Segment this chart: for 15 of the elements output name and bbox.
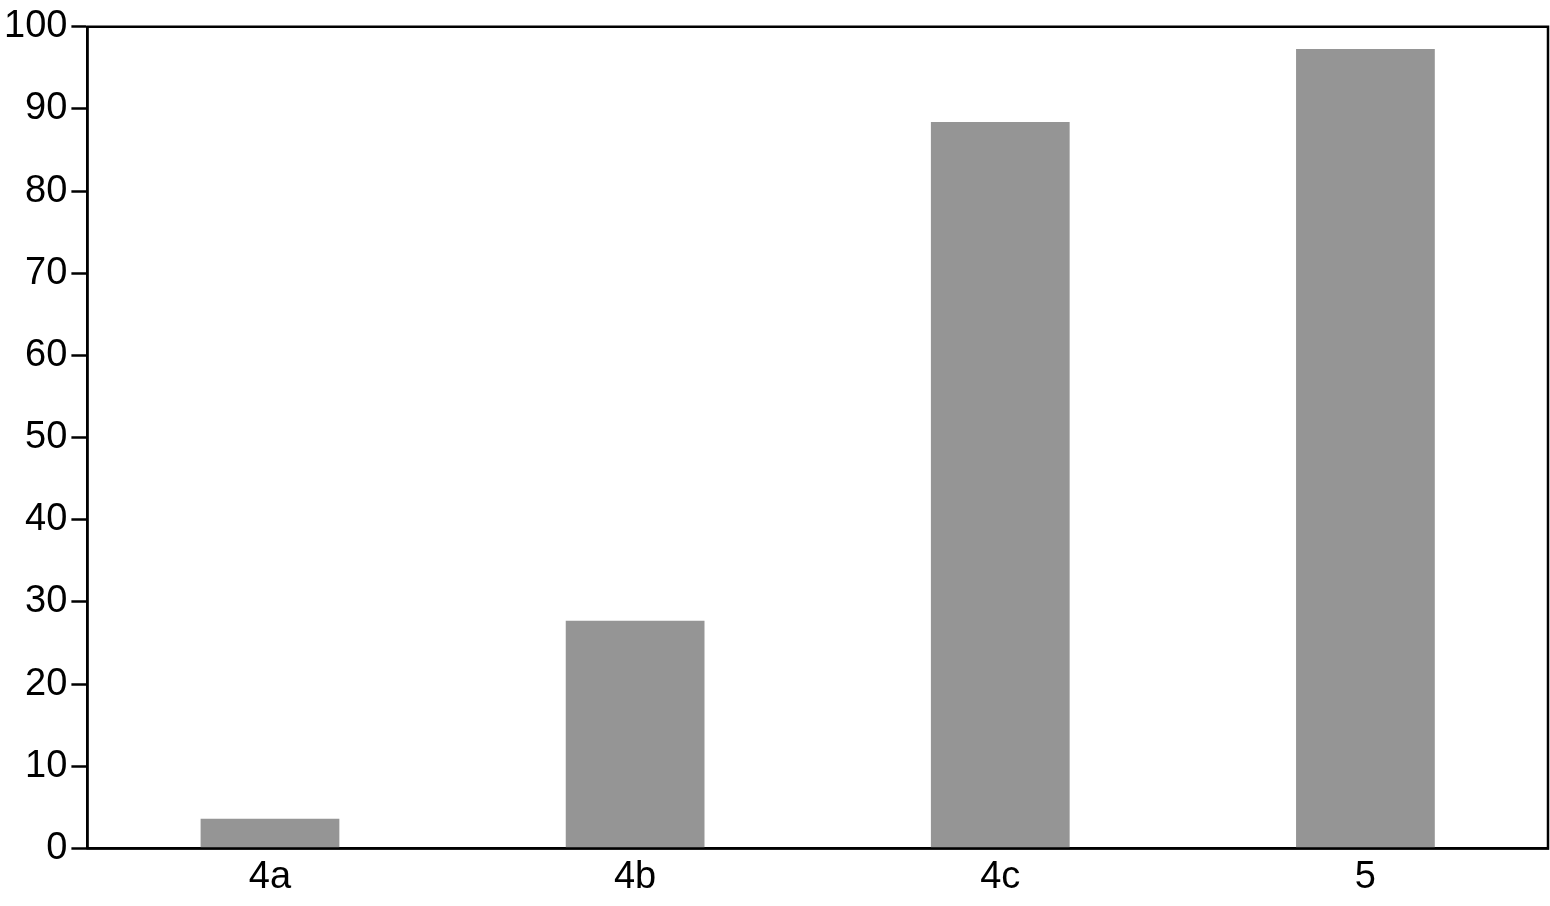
y-tick-label: 90 bbox=[25, 85, 68, 128]
x-tick-label: 4b bbox=[613, 853, 657, 896]
y-tick-label: 70 bbox=[25, 249, 68, 292]
y-tick-label: 30 bbox=[25, 578, 68, 621]
x-tick-label: 5 bbox=[1354, 853, 1376, 896]
y-tick-label: 60 bbox=[25, 331, 68, 374]
y-tick-label: 10 bbox=[25, 742, 68, 785]
y-tick-label: 40 bbox=[25, 496, 68, 539]
y-tick-label: 80 bbox=[25, 167, 68, 210]
y-tick-label: 50 bbox=[25, 414, 68, 457]
y-tick-label: 100 bbox=[4, 3, 68, 46]
y-tick-label: 0 bbox=[46, 824, 68, 867]
x-tick-label: 4c bbox=[980, 853, 1021, 896]
x-tick-label: 4a bbox=[248, 853, 292, 896]
y-tick-label: 20 bbox=[25, 660, 68, 703]
